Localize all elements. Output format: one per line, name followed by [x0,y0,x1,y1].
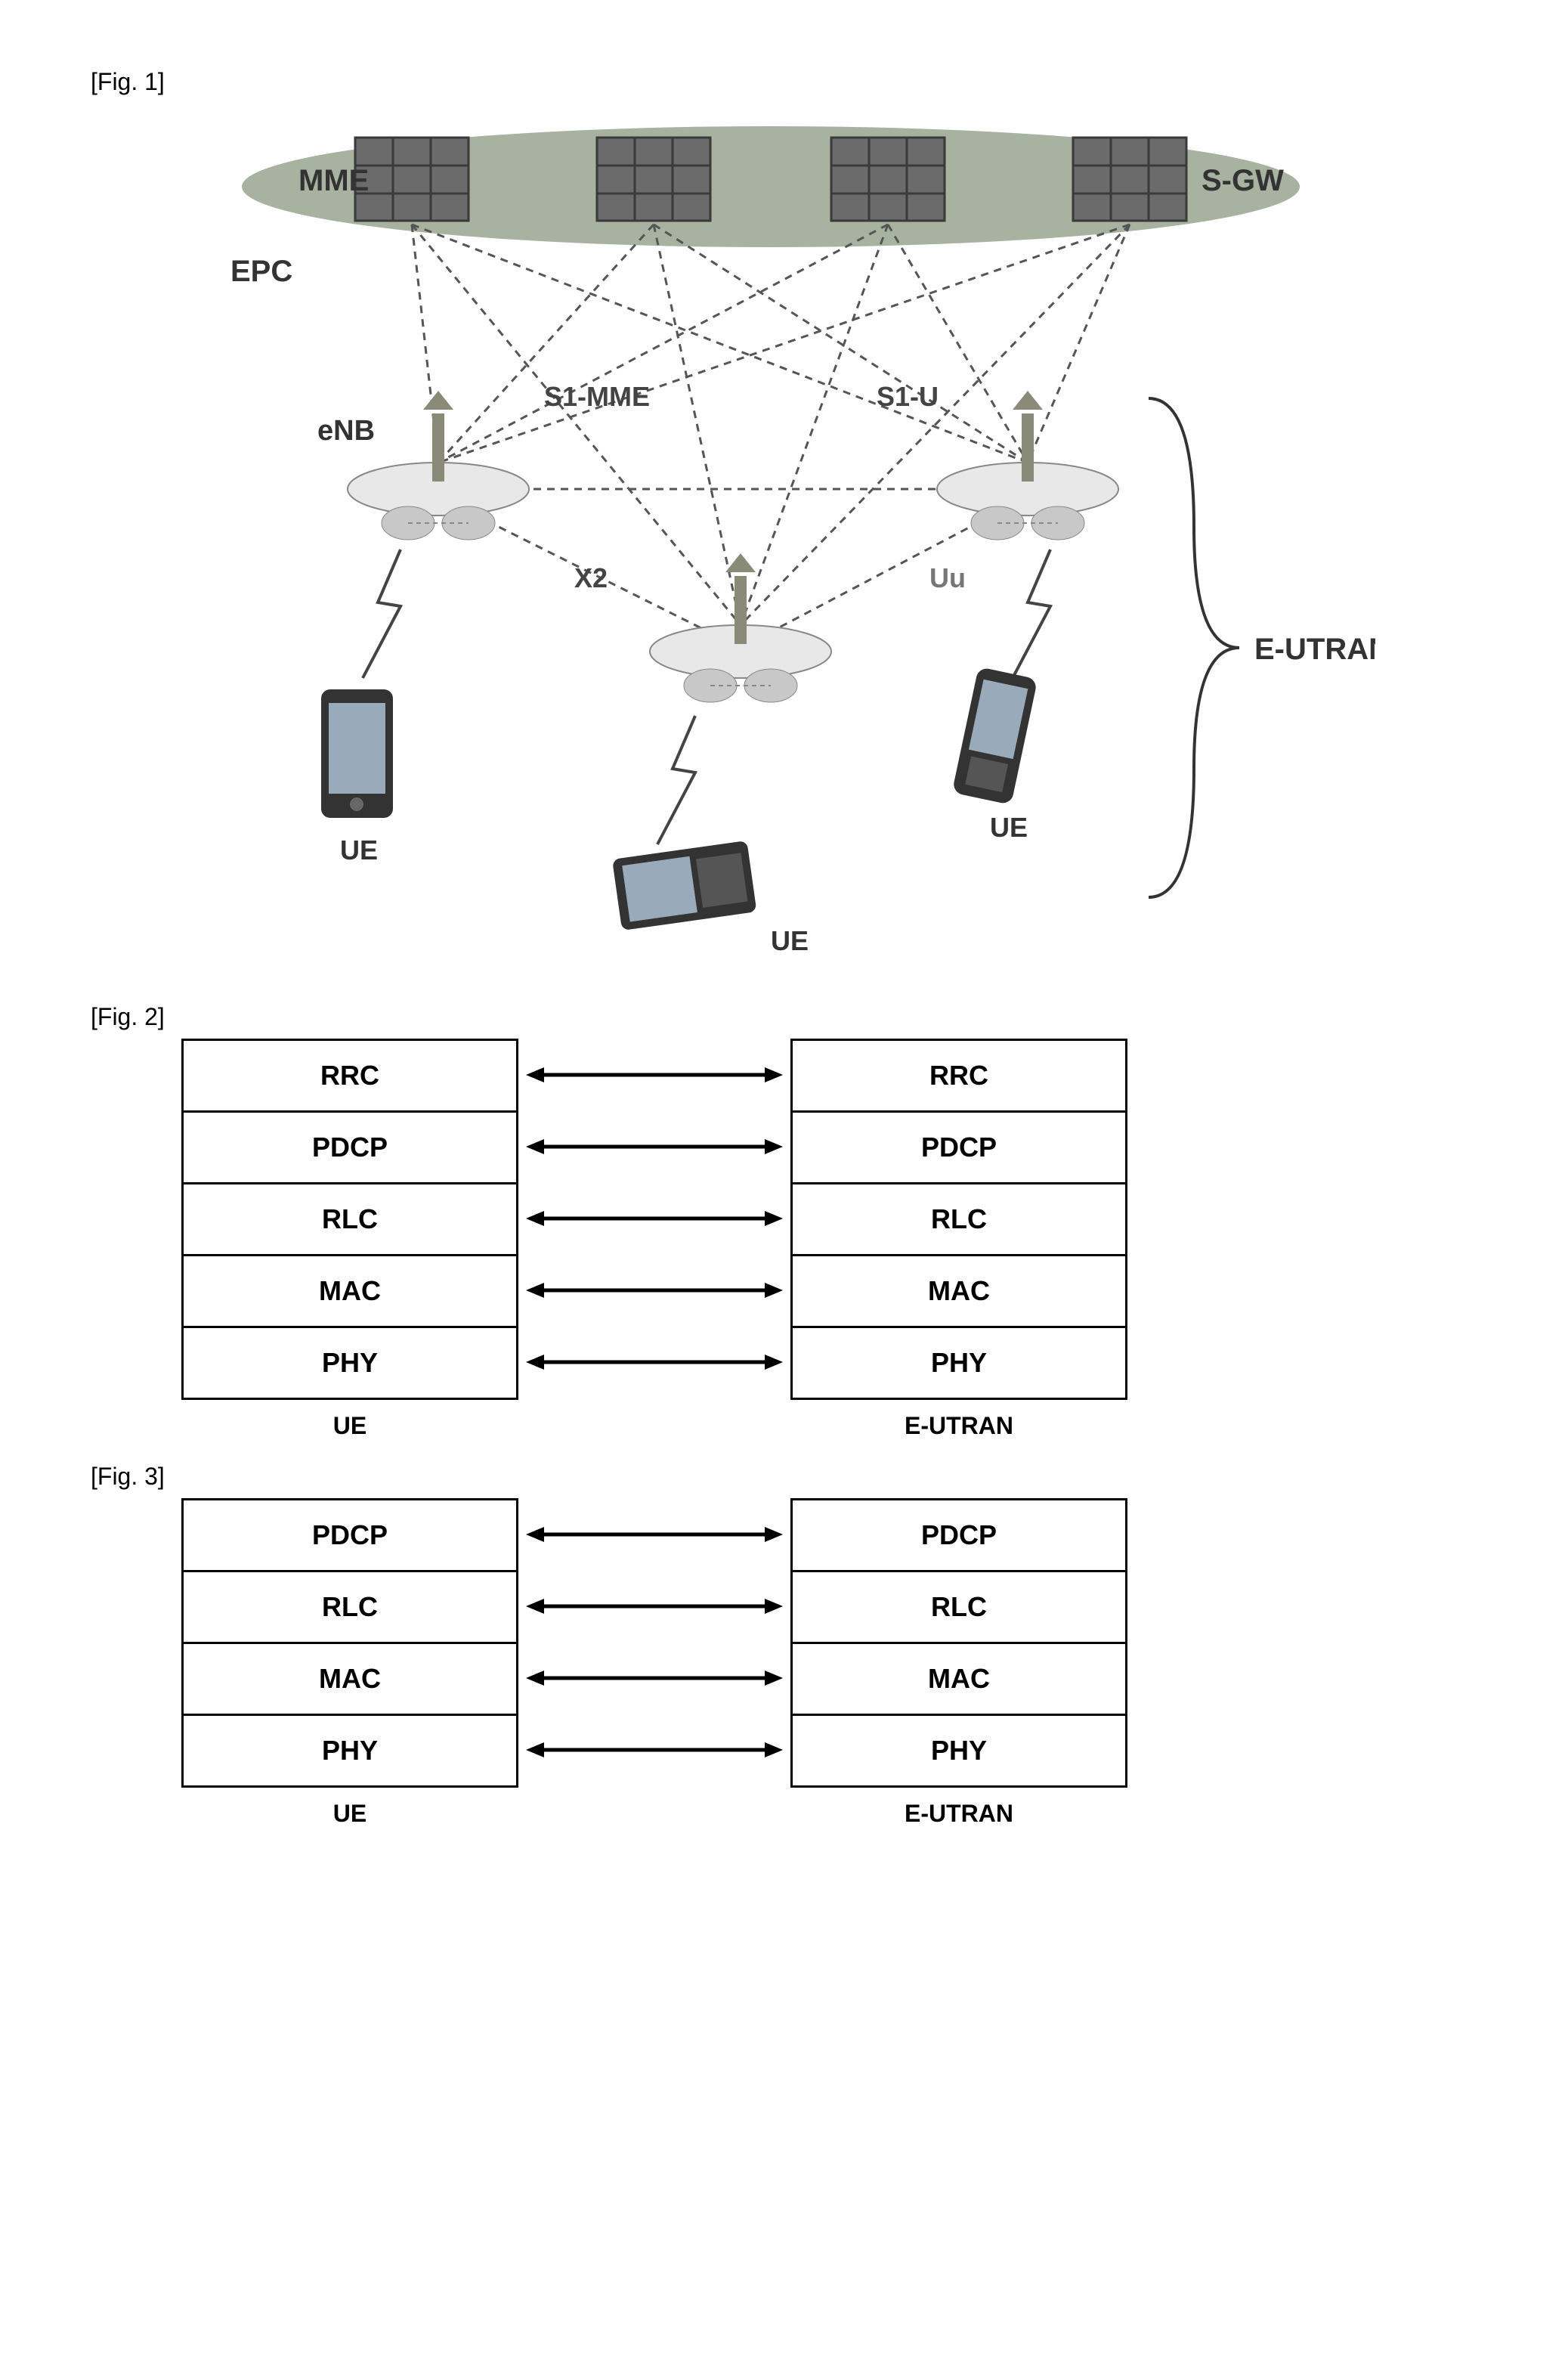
fig2-eutran-row: RLC [793,1184,1125,1256]
fig2-ue-row: RRC [184,1041,516,1113]
enb-node-2 [650,553,831,702]
fig3-ue-row: PDCP [184,1500,516,1572]
fig2-ue-stack: RRC PDCP RLC MAC PHY [181,1039,518,1400]
ue-phone-1 [321,689,393,818]
enb-label: eNB [317,415,375,447]
fig3-ue-row: PHY [184,1716,516,1785]
fig2-eutran-row: PDCP [793,1113,1125,1184]
ue-phone-3 [952,667,1038,805]
enb-node-1 [348,391,529,540]
fig3-ue-row: MAC [184,1644,516,1716]
fig3-ue-row: RLC [184,1572,516,1644]
fig2-eutran-title: E-UTRAN [790,1412,1127,1440]
fig3-eutran-row: MAC [793,1644,1125,1716]
fig2-arrows [518,1039,790,1398]
fig2-diagram: RRC PDCP RLC MAC PHY UE RRC PDCP RLC MAC… [181,1039,1477,1440]
fig3-arrows [518,1498,790,1785]
epc-label: EPC [230,255,292,288]
x2-label: X2 [574,562,608,593]
uu-label: Uu [929,562,966,593]
fig2-ue-title: UE [181,1412,518,1440]
enb-node-3 [937,391,1118,540]
fig2-eutran-row: MAC [793,1256,1125,1328]
ue-label-1: UE [340,835,378,865]
fig2-ue-row: RLC [184,1184,516,1256]
s1-mme-label: S1-MME [544,381,650,412]
fig3-eutran-row: PHY [793,1716,1125,1785]
eutran-label: E-UTRAN [1254,633,1375,666]
fig3-eutran-title: E-UTRAN [790,1800,1127,1828]
sgw-label: S-GW [1202,164,1284,197]
ue-label-3: UE [990,812,1028,843]
fig2-ue-row: PDCP [184,1113,516,1184]
fig2-eutran-stack: RRC PDCP RLC MAC PHY [790,1039,1127,1400]
s1-u-label: S1-U [877,381,939,412]
ue-phone-2 [612,841,756,930]
fig2-eutran-row: RRC [793,1041,1125,1113]
fig2-ue-row: PHY [184,1328,516,1398]
fig3-diagram: PDCP RLC MAC PHY UE PDCP RLC MAC PHY E-U… [181,1498,1477,1828]
fig3-eutran-stack: PDCP RLC MAC PHY [790,1498,1127,1788]
fig3-label: [Fig. 3] [91,1463,1477,1491]
fig3-eutran-row: RLC [793,1572,1125,1644]
fig3-ue-stack: PDCP RLC MAC PHY [181,1498,518,1788]
fig2-label: [Fig. 2] [91,1003,1477,1031]
mme-label: MME [298,164,369,197]
fig3-eutran-row: PDCP [793,1500,1125,1572]
fig3-ue-title: UE [181,1800,518,1828]
ue-label-2: UE [771,925,809,956]
fig1-label: [Fig. 1] [91,68,1477,96]
fig2-eutran-row: PHY [793,1328,1125,1398]
fig2-ue-row: MAC [184,1256,516,1328]
fig1-diagram: MME S-GW EPC S1-MME S1-U X [166,104,1375,980]
